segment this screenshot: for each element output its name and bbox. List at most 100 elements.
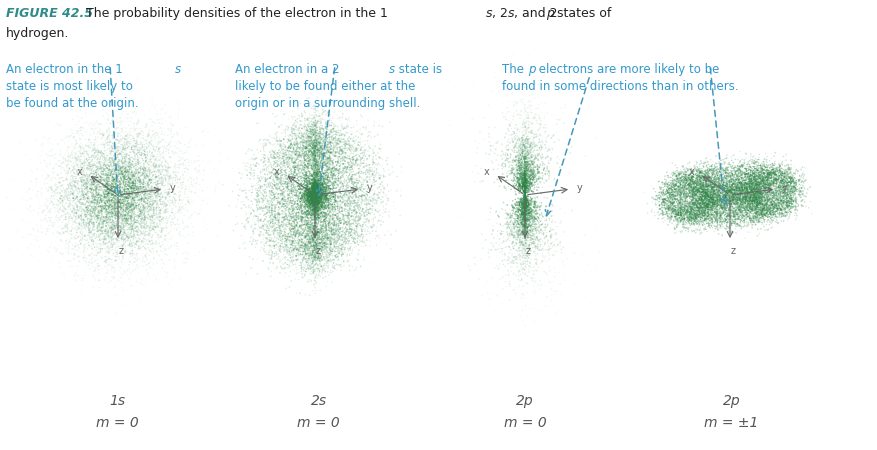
Point <box>372 211 386 218</box>
Point <box>310 198 324 205</box>
Point <box>79 176 93 183</box>
Point <box>518 160 532 167</box>
Point <box>503 150 517 158</box>
Point <box>783 209 797 216</box>
Point <box>753 182 767 189</box>
Point <box>108 220 122 227</box>
Point <box>513 198 527 205</box>
Point <box>306 183 320 190</box>
Point <box>712 168 726 175</box>
Point <box>112 185 126 192</box>
Point <box>104 227 118 234</box>
Point <box>488 209 503 216</box>
Point <box>521 171 535 178</box>
Point <box>514 198 528 205</box>
Point <box>306 183 320 190</box>
Point <box>343 232 357 239</box>
Point <box>730 205 744 212</box>
Point <box>114 167 128 174</box>
Point <box>714 208 728 215</box>
Point <box>681 212 695 219</box>
Point <box>724 167 738 174</box>
Point <box>318 268 332 275</box>
Point <box>775 205 789 212</box>
Point <box>298 235 312 242</box>
Point <box>301 216 315 224</box>
Point <box>75 176 89 183</box>
Point <box>155 216 169 223</box>
Point <box>754 191 768 198</box>
Point <box>495 170 509 177</box>
Point <box>770 214 784 221</box>
Point <box>296 152 310 159</box>
Point <box>519 221 533 228</box>
Point <box>521 198 535 206</box>
Point <box>40 254 54 261</box>
Point <box>114 199 128 207</box>
Point <box>292 197 306 204</box>
Point <box>302 185 316 192</box>
Point <box>133 147 147 154</box>
Point <box>354 232 368 239</box>
Point <box>509 217 523 224</box>
Point <box>680 211 694 218</box>
Point <box>773 196 787 203</box>
Point <box>93 231 107 238</box>
Point <box>262 227 276 234</box>
Point <box>308 192 322 199</box>
Point <box>705 184 719 192</box>
Point <box>759 181 774 188</box>
Point <box>362 203 376 210</box>
Point <box>300 178 314 185</box>
Point <box>519 166 533 174</box>
Point <box>716 210 730 217</box>
Point <box>75 216 89 224</box>
Point <box>61 194 75 201</box>
Point <box>139 122 153 129</box>
Point <box>664 202 678 209</box>
Point <box>773 188 787 195</box>
Point <box>307 191 321 198</box>
Point <box>738 214 752 221</box>
Point <box>692 205 706 212</box>
Point <box>274 176 288 183</box>
Point <box>523 305 537 312</box>
Point <box>135 155 149 162</box>
Point <box>312 172 326 180</box>
Point <box>35 209 49 216</box>
Point <box>137 191 151 198</box>
Point <box>161 172 175 180</box>
Point <box>308 177 322 184</box>
Point <box>262 236 276 243</box>
Point <box>275 180 289 187</box>
Point <box>251 193 265 200</box>
Point <box>139 195 153 203</box>
Point <box>514 196 528 203</box>
Point <box>307 188 321 195</box>
Point <box>132 187 146 194</box>
Point <box>317 129 332 136</box>
Point <box>310 209 324 216</box>
Point <box>690 204 704 212</box>
Point <box>777 189 791 196</box>
Point <box>79 232 93 239</box>
Point <box>721 173 735 180</box>
Point <box>313 203 327 210</box>
Point <box>528 215 542 222</box>
Point <box>189 164 203 171</box>
Point <box>93 197 107 204</box>
Point <box>364 224 378 231</box>
Point <box>308 198 322 206</box>
Point <box>100 207 114 215</box>
Point <box>722 188 736 195</box>
Point <box>308 191 322 198</box>
Point <box>149 219 163 226</box>
Point <box>689 180 703 188</box>
Point <box>708 192 722 199</box>
Point <box>318 189 332 196</box>
Point <box>311 217 325 224</box>
Point <box>126 148 140 155</box>
Point <box>308 196 322 203</box>
Point <box>307 144 321 151</box>
Point <box>316 186 330 194</box>
